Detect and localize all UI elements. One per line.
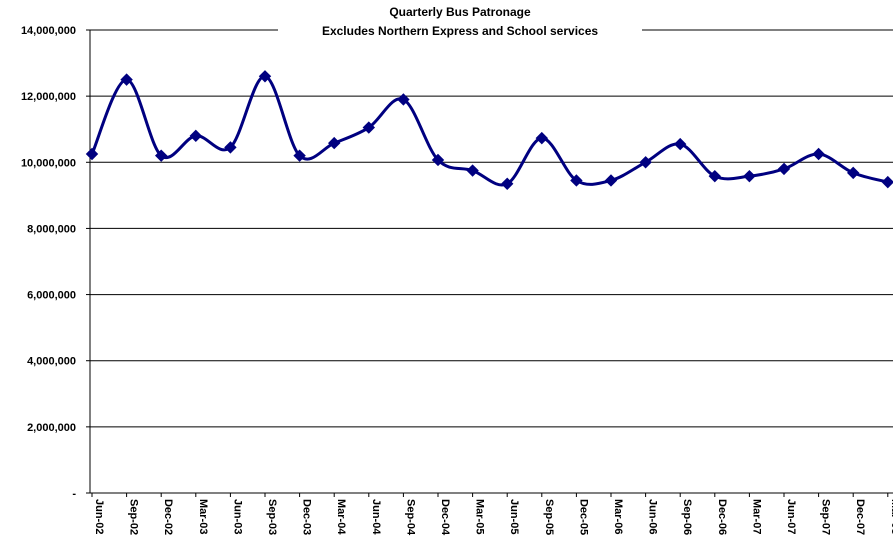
data-point-16 <box>639 156 652 169</box>
data-point-8 <box>362 121 376 134</box>
gridlines <box>90 29 893 428</box>
x-tick-label-9: Sep-04 <box>404 499 416 536</box>
data-point-5 <box>258 70 272 83</box>
y-tick-labels: - 2,000,000 4,000,000 6,000,000 8,000,000 10,… <box>21 25 76 500</box>
data-point-11 <box>466 164 479 177</box>
x-tick-label-13: Sep-05 <box>543 499 555 535</box>
data-point-7 <box>327 136 341 150</box>
x-tick-label-11: Mar-05 <box>474 499 486 534</box>
data-point-17 <box>673 137 687 151</box>
y-tick-label-7: 14,000,000 <box>21 25 76 37</box>
x-tick-label-10: Dec-04 <box>439 499 451 536</box>
x-tick-label-14: Dec-05 <box>577 499 589 535</box>
data-point-0 <box>85 147 99 161</box>
x-tick-label-18: Dec-06 <box>716 499 728 535</box>
y-tick-label-5: 10,000,000 <box>21 157 76 169</box>
y-tick-label-2: 4,000,000 <box>27 356 76 368</box>
data-point-3 <box>189 129 203 143</box>
data-point-1 <box>120 73 133 86</box>
y-tick-label-4: 8,000,000 <box>27 223 76 235</box>
data-point-14 <box>570 174 583 187</box>
x-tick-labels: Jun-02 Sep-02 Dec-02 Mar-03 Jun-03 Sep-03 Dec-… <box>93 499 893 536</box>
title-background <box>278 23 642 38</box>
x-tick-label-19: Mar-07 <box>750 499 762 534</box>
data-point-15 <box>604 174 618 187</box>
data-point-6 <box>293 149 306 162</box>
y-tick-label-0: - <box>72 488 76 500</box>
x-tick-label-22: Dec-07 <box>854 499 866 535</box>
x-tick-label-16: Jun-06 <box>647 499 659 534</box>
data-point-20 <box>777 162 791 176</box>
y-tick-label-6: 12,000,000 <box>21 91 76 103</box>
data-point-12 <box>500 177 514 190</box>
x-tick-label-23: Mar-08 <box>889 499 893 534</box>
data-point-9 <box>397 93 410 106</box>
y-tick-label-1: 2,000,000 <box>27 422 76 434</box>
x-tick-label-4: Jun-03 <box>231 499 243 534</box>
x-tick-label-17: Sep-06 <box>681 499 693 535</box>
x-tick-label-3: Mar-03 <box>197 499 209 534</box>
data-point-22 <box>846 166 860 180</box>
data-point-19 <box>743 169 756 183</box>
chart-subtitle: Excludes Northern Express and School ser… <box>322 24 598 38</box>
chart-titles: Quarterly Bus Patronage Excludes Norther… <box>278 5 642 38</box>
data-point-23 <box>881 175 893 189</box>
data-point-10 <box>431 153 445 167</box>
x-tick-label-12: Jun-05 <box>508 499 520 534</box>
data-point-4 <box>224 141 237 154</box>
x-tick-label-15: Mar-06 <box>612 499 624 534</box>
x-tick-label-0: Jun-02 <box>93 499 105 534</box>
series-line <box>90 74 889 187</box>
x-tick-label-5: Sep-03 <box>266 499 278 535</box>
data-point-2 <box>154 149 168 162</box>
chart-title: Quarterly Bus Patronage <box>389 5 531 19</box>
x-tick-label-7: Mar-04 <box>335 499 347 535</box>
x-tick-label-6: Dec-03 <box>301 499 313 535</box>
x-tick-label-1: Sep-02 <box>128 499 140 535</box>
data-point-18 <box>708 169 722 183</box>
x-tick-label-8: Jun-04 <box>370 499 382 535</box>
data-point-13 <box>535 131 549 145</box>
axes <box>86 29 893 497</box>
x-tick-label-21: Sep-07 <box>820 499 832 535</box>
y-tick-label-3: 6,000,000 <box>27 290 76 302</box>
data-point-21 <box>812 147 825 161</box>
x-tick-label-2: Dec-02 <box>162 499 174 535</box>
series-line-group <box>85 70 893 190</box>
x-tick-label-20: Jun-07 <box>785 499 797 534</box>
